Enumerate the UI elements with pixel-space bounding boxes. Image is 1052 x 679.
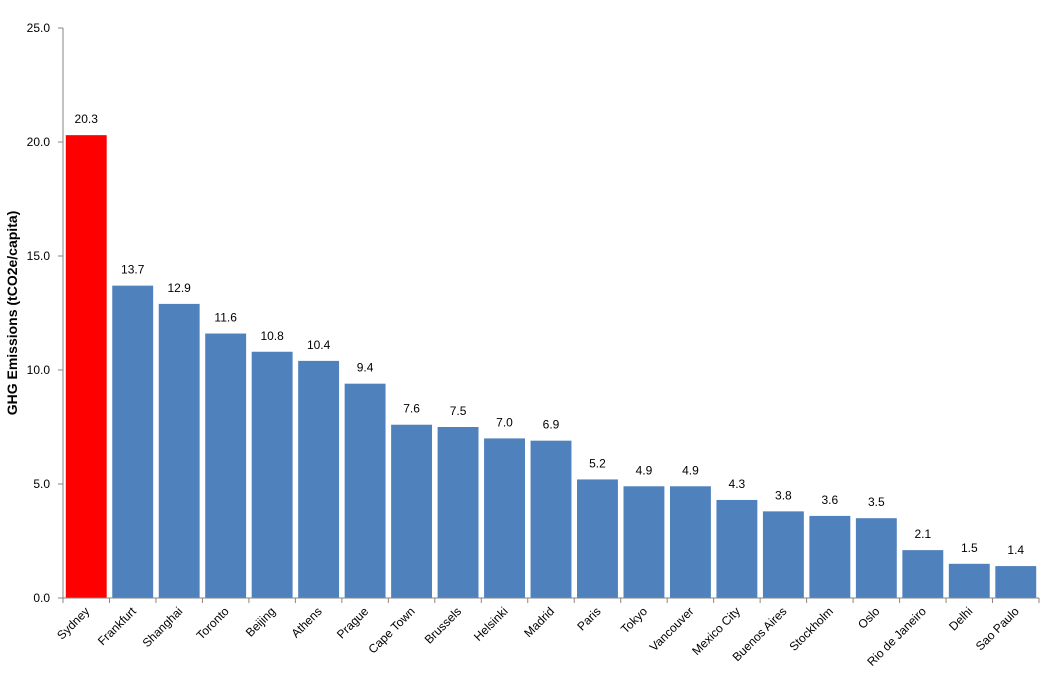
- data-label: 3.8: [775, 488, 792, 502]
- data-label: 10.4: [307, 338, 331, 352]
- bar-madrid: [530, 440, 572, 598]
- data-label: 4.9: [682, 463, 699, 477]
- data-label: 3.6: [822, 493, 839, 507]
- bar-oslo: [855, 518, 897, 598]
- y-tick-label: 5.0: [33, 477, 50, 491]
- y-axis-title: GHG Emissions (tCO2e/capita): [4, 211, 20, 416]
- data-label: 1.5: [961, 541, 978, 555]
- data-label: 6.9: [543, 418, 560, 432]
- bar-mexico-city: [716, 499, 758, 598]
- y-tick-label: 20.0: [27, 135, 51, 149]
- bar-stockholm: [809, 515, 851, 598]
- category-label: Oslo: [855, 604, 883, 632]
- category-label: Madrid: [521, 604, 557, 640]
- bar-prague: [344, 383, 386, 598]
- data-label: 11.6: [214, 311, 237, 325]
- category-label: Stockholm: [786, 604, 836, 654]
- data-label: 9.4: [357, 361, 374, 375]
- bar-buenos-aires: [762, 511, 804, 598]
- data-label: 7.6: [403, 402, 420, 416]
- data-label: 3.5: [868, 495, 885, 509]
- bar-helsinki: [484, 438, 525, 598]
- bar-vancouver: [669, 486, 711, 598]
- bar-cape-town: [391, 424, 433, 598]
- category-label: Frankfurt: [95, 604, 139, 648]
- bar-rio-de-janeiro: [902, 550, 944, 598]
- category-label: Tokyo: [618, 604, 650, 636]
- y-axis-ticks: 0.0 5.0 10.0 15.0 20.0 25.0: [27, 21, 1040, 605]
- bar-sydney: [65, 135, 107, 598]
- bar-shanghai: [158, 303, 200, 598]
- category-label: Shanghai: [140, 604, 186, 650]
- category-label: Delhi: [946, 604, 975, 633]
- category-labels: Sydney Frankfurt Shanghai Toronto Beijing Ath…: [54, 604, 1022, 669]
- bar-beijing: [251, 351, 293, 598]
- category-label: Helsinki: [471, 604, 511, 644]
- data-label: 1.4: [1007, 543, 1024, 557]
- category-label: Cape Town: [365, 604, 417, 656]
- y-tick-label: 10.0: [27, 363, 51, 377]
- category-label: Toronto: [194, 604, 232, 642]
- data-label: 7.0: [496, 415, 513, 429]
- data-label: 12.9: [168, 281, 192, 295]
- data-label: 2.1: [914, 527, 931, 541]
- bar-paris: [577, 479, 618, 598]
- data-label: 20.3: [75, 112, 99, 126]
- bar-brussels: [437, 427, 479, 598]
- y-tick-label: 25.0: [27, 21, 51, 35]
- bar-tokyo: [623, 486, 665, 598]
- data-label: 7.5: [450, 404, 467, 418]
- category-label: Sao Paulo: [973, 604, 1022, 653]
- data-label: 4.9: [636, 463, 653, 477]
- data-label: 13.7: [121, 263, 145, 277]
- y-tick-label: 15.0: [27, 249, 51, 263]
- bar-frankfurt: [112, 285, 154, 598]
- data-label: 5.2: [589, 456, 606, 470]
- category-label: Brussels: [422, 604, 464, 646]
- category-label: Prague: [334, 604, 371, 641]
- data-label: 10.8: [260, 329, 284, 343]
- bar-delhi: [948, 563, 990, 598]
- category-label: Paris: [574, 604, 603, 633]
- bar-sao-paulo: [995, 566, 1037, 598]
- category-label: Athens: [288, 604, 324, 640]
- y-tick-label: 0.0: [33, 591, 50, 605]
- bar-toronto: [205, 333, 247, 598]
- bars: [65, 135, 1037, 598]
- data-labels: 20.3 13.7 12.9 11.6 10.8 10.4 9.4 7.6 7.5 7.0 6.9 5…: [75, 112, 1025, 557]
- category-label: Sydney: [54, 604, 92, 642]
- category-label: Beijing: [243, 604, 278, 639]
- category-label: Vancouver: [647, 604, 697, 654]
- data-label: 4.3: [729, 477, 746, 491]
- bar-athens: [298, 360, 340, 598]
